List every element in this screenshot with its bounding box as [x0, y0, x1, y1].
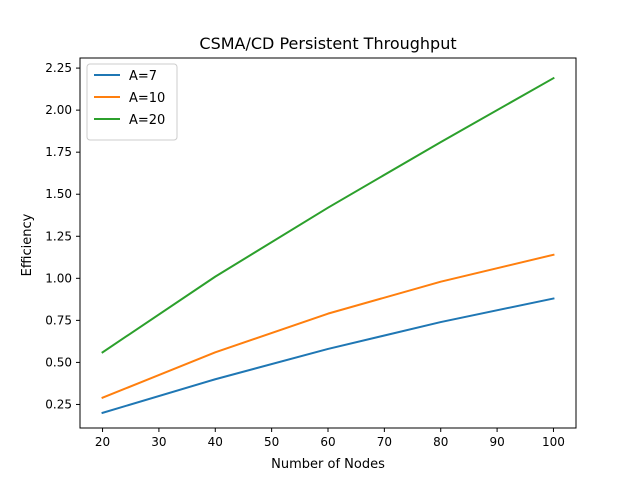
y-tick-label: 1.00	[45, 271, 72, 285]
series-line-a-7	[101, 297, 555, 415]
y-tick-label: 0.75	[45, 313, 72, 327]
x-tick-label: 40	[208, 435, 223, 449]
y-tick-label: 0.50	[45, 355, 72, 369]
y-tick-label: 1.25	[45, 229, 72, 243]
y-axis-label: Efficiency	[20, 213, 35, 276]
series-line-a-20	[101, 76, 555, 354]
x-axis-label: Number of Nodes	[271, 457, 385, 472]
y-tick-label: 2.00	[45, 103, 72, 117]
y-tick-label: 2.25	[45, 61, 72, 75]
series-line-a-10	[101, 253, 555, 400]
x-tick-label: 70	[377, 435, 392, 449]
x-tick-label: 90	[489, 435, 504, 449]
legend-box	[86, 63, 178, 141]
legend-label: A=7	[129, 69, 157, 84]
y-tick-label: 1.75	[45, 145, 72, 159]
chart-title: CSMA/CD Persistent Throughput	[199, 34, 456, 53]
x-tick-label: 50	[264, 435, 279, 449]
ticks-layer: 20 30 40 50 60 70 80 90 100 0.25 0.50 0.75 1.00 1.25 1…	[45, 61, 565, 449]
plot-area-frame	[79, 57, 577, 429]
legend: A=7 A=10 A=20	[86, 63, 178, 141]
x-tick-label: 60	[320, 435, 335, 449]
x-tick-label: 20	[95, 435, 110, 449]
legend-label: A=10	[129, 91, 165, 106]
x-tick-label: 30	[151, 435, 166, 449]
series-layer	[101, 76, 555, 415]
y-tick-label: 0.25	[45, 397, 72, 411]
x-tick-label: 100	[542, 435, 565, 449]
x-tick-label: 80	[433, 435, 448, 449]
y-tick-label: 1.50	[45, 187, 72, 201]
legend-label: A=20	[129, 113, 165, 128]
